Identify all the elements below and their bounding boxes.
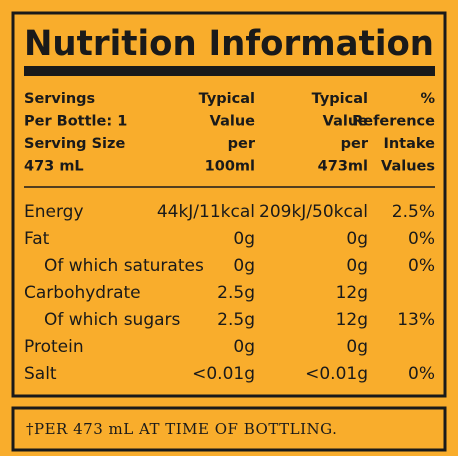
header-cell: per: [228, 136, 256, 152]
header-cell: Values: [381, 159, 435, 175]
nutrient-name: Salt: [24, 364, 57, 384]
header-cell: 473ml: [318, 159, 368, 175]
header-cell: Intake: [383, 136, 435, 152]
nutrient-value: 0g: [346, 337, 368, 357]
nutrient-value: 13%: [397, 310, 435, 330]
header-cell: Value: [323, 114, 369, 130]
header-cell: Typical: [199, 91, 255, 107]
nutrient-value: 0g: [233, 337, 255, 357]
nutrient-name: Of which saturates: [44, 256, 204, 276]
title-rule: [24, 66, 435, 76]
nutrient-value: 12g: [336, 283, 368, 303]
header-cell: Per Bottle: 1: [24, 114, 127, 130]
header-cell: Servings: [24, 91, 95, 107]
nutrient-name: Energy: [24, 202, 84, 222]
nutrient-value: 2.5g: [217, 283, 255, 303]
nutrient-name: Fat: [24, 229, 50, 249]
header-cell: 100ml: [205, 159, 255, 175]
nutrient-value: 44kJ/11kcal: [157, 202, 255, 222]
header-cell: 473 mL: [24, 159, 84, 175]
footnote-box: [11, 406, 447, 452]
header-cell: per: [341, 136, 369, 152]
nutrient-value: 12g: [336, 310, 368, 330]
footnote: †PER 473 mL AT TIME OF BOTTLING.: [26, 420, 337, 438]
nutrient-value: 2.5%: [392, 202, 435, 222]
nutrient-value: 0g: [346, 229, 368, 249]
nutrient-name: Protein: [24, 337, 84, 357]
nutrient-value: <0.01g: [305, 364, 368, 384]
nutrient-value: <0.01g: [192, 364, 255, 384]
nutrient-value: 0%: [408, 256, 435, 276]
header-cell: Value: [210, 114, 256, 130]
nutrient-value: 2.5g: [217, 310, 255, 330]
nutrient-value: 0%: [408, 229, 435, 249]
nutrient-value: 0g: [233, 229, 255, 249]
label-border: [11, 11, 447, 398]
nutrient-name: Carbohydrate: [24, 283, 141, 303]
header-cell: Reference: [352, 114, 435, 130]
nutrient-value: 0g: [233, 256, 255, 276]
header-cell: %: [420, 91, 435, 107]
nutrient-value: 0g: [346, 256, 368, 276]
header-cell: Typical: [312, 91, 368, 107]
nutrient-value: 209kJ/50kcal: [259, 202, 368, 222]
title: Nutrition Information: [24, 24, 434, 64]
nutrient-value: 0%: [408, 364, 435, 384]
header-cell: Serving Size: [24, 136, 125, 152]
nutrient-name: Of which sugars: [44, 310, 181, 330]
